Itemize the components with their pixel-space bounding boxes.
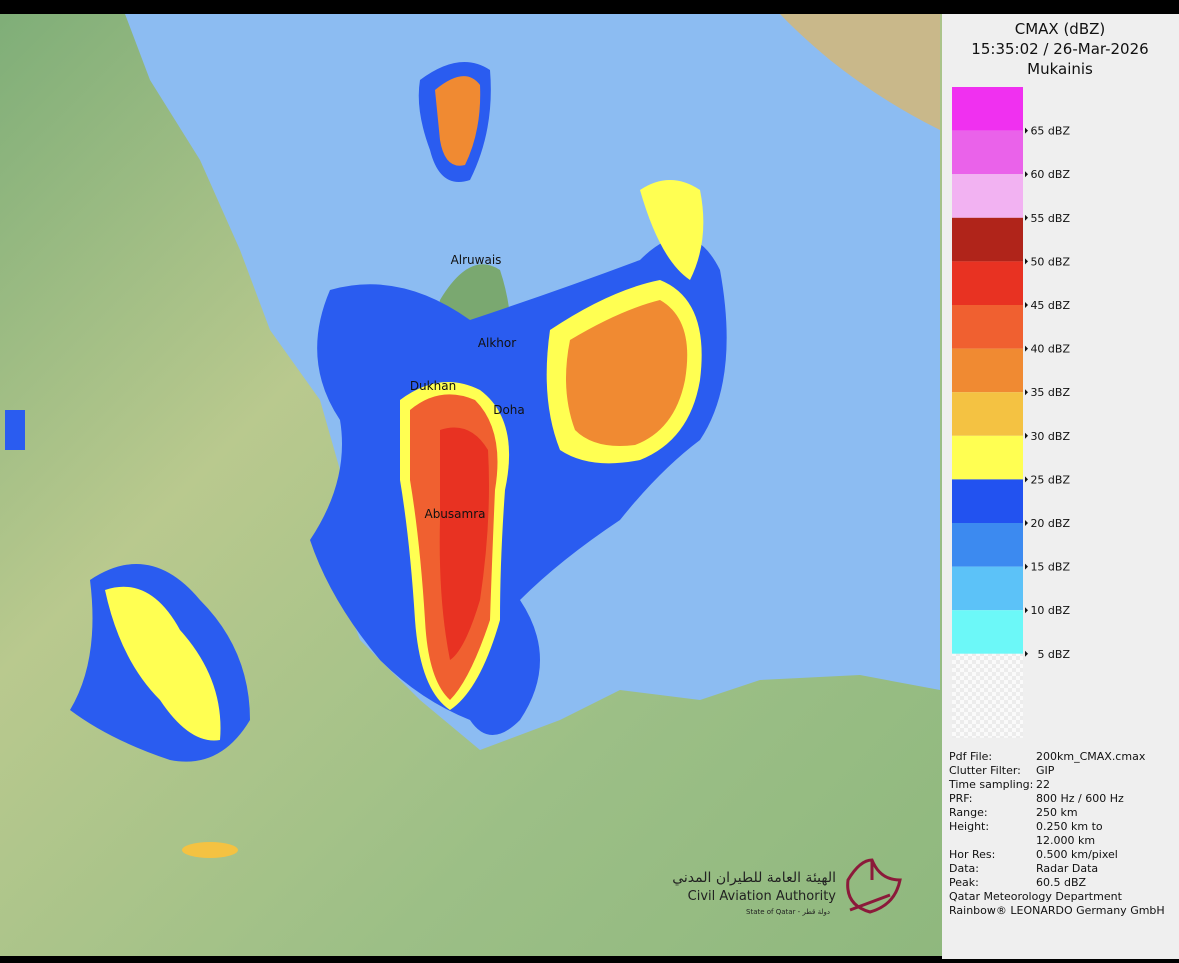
info-value: 12.000 km	[1036, 834, 1095, 847]
legend: 65 dBZ 60 dBZ 55 dBZ 50 dBZ 45 dBZ 40 dBZ 35 d…	[952, 87, 1070, 738]
site-name: Mukainis	[1027, 60, 1093, 78]
legend-swatch	[952, 392, 1023, 436]
place-label: Alruwais	[451, 253, 502, 267]
legend-label: 10 dBZ	[1030, 604, 1070, 617]
info-value: 60.5 dBZ	[1036, 876, 1087, 889]
legend-swatch	[952, 174, 1023, 218]
legend-tick	[1025, 345, 1028, 352]
info-label: Pdf File:	[949, 750, 992, 763]
legend-tick	[1025, 607, 1028, 614]
info-footer: Qatar Meteorology Department	[949, 890, 1123, 903]
legend-label: 20 dBZ	[1030, 517, 1070, 530]
legend-tick	[1025, 563, 1028, 570]
legend-label: 15 dBZ	[1030, 561, 1070, 574]
legend-swatch	[952, 435, 1023, 480]
place-label: Dukhan	[410, 379, 456, 393]
info-value: 800 Hz / 600 Hz	[1036, 792, 1124, 805]
info-label: Hor Res:	[949, 848, 995, 861]
legend-label: 55 dBZ	[1030, 212, 1070, 225]
legend-swatch	[952, 479, 1023, 523]
info-value: 22	[1036, 778, 1050, 791]
logo-arabic: الهيئة العامة للطيران المدني	[672, 870, 836, 886]
legend-label: 25 dBZ	[1030, 473, 1070, 486]
legend-swatch	[952, 348, 1023, 393]
legend-label: 30 dBZ	[1030, 430, 1070, 443]
info-label: Time sampling:	[948, 778, 1033, 791]
legend-swatch	[952, 217, 1023, 262]
legend-tick	[1025, 302, 1028, 308]
info-label: Peak:	[949, 876, 979, 889]
legend-label: 5 dBZ	[1037, 648, 1070, 661]
info-block: Pdf File: 200km_CMAX.cmax Clutter Filter: G…	[948, 750, 1165, 917]
info-footer: Rainbow® LEONARDO Germany GmbH	[949, 904, 1165, 917]
legend-label: 40 dBZ	[1030, 343, 1070, 356]
legend-swatch	[952, 305, 1023, 349]
legend-label: 50 dBZ	[1030, 255, 1070, 268]
place-label: Doha	[493, 403, 525, 417]
info-label: Height:	[949, 820, 989, 833]
place-label: Alkhor	[478, 336, 516, 350]
place-labels: Alruwais Alkhor Dukhan Doha Abusamra	[410, 253, 525, 521]
legend-swatch	[952, 261, 1023, 305]
panel-title: CMAX (dBZ)	[1015, 20, 1106, 38]
info-value: 0.500 km/pixel	[1036, 848, 1118, 861]
info-label: Clutter Filter:	[949, 764, 1021, 777]
legend-tick	[1025, 476, 1028, 483]
legend-tick	[1025, 520, 1028, 526]
legend-swatch	[952, 87, 1023, 131]
legend-tick	[1025, 432, 1028, 439]
info-label: Range:	[949, 806, 988, 819]
logo-state: State of Qatar - دولة قطر	[746, 908, 830, 916]
legend-swatch	[952, 610, 1023, 654]
info-value: 200km_CMAX.cmax	[1036, 750, 1146, 763]
legend-label: 65 dBZ	[1030, 125, 1070, 138]
legend-tick	[1025, 214, 1028, 221]
legend-tick	[1025, 389, 1028, 396]
legend-label: 45 dBZ	[1030, 299, 1070, 312]
map	[0, 14, 942, 956]
legend-swatch	[952, 566, 1023, 611]
logo: الهيئة العامة للطيران المدني Civil Aviat…	[672, 858, 902, 916]
legend-tick	[1025, 171, 1028, 178]
legend-tick	[1025, 127, 1028, 134]
info-label: PRF:	[949, 792, 972, 805]
legend-swatch	[952, 523, 1023, 567]
info-value: GIP	[1036, 764, 1055, 777]
legend-tick	[1025, 258, 1028, 265]
info-value: 0.250 km to	[1036, 820, 1103, 833]
info-value: 250 km	[1036, 806, 1078, 819]
legend-label: 35 dBZ	[1030, 386, 1070, 399]
place-label: Abusamra	[424, 507, 485, 521]
legend-tick	[1025, 650, 1028, 657]
top-bar	[0, 0, 1179, 14]
info-value: Radar Data	[1036, 862, 1098, 875]
logo-english: Civil Aviation Authority	[688, 889, 837, 904]
legend-swatch	[952, 130, 1023, 175]
timestamp: 15:35:02 / 26-Mar-2026	[971, 40, 1148, 58]
legend-label: 60 dBZ	[1030, 168, 1070, 181]
info-label: Data:	[949, 862, 979, 875]
legend-nodata	[952, 653, 1023, 738]
